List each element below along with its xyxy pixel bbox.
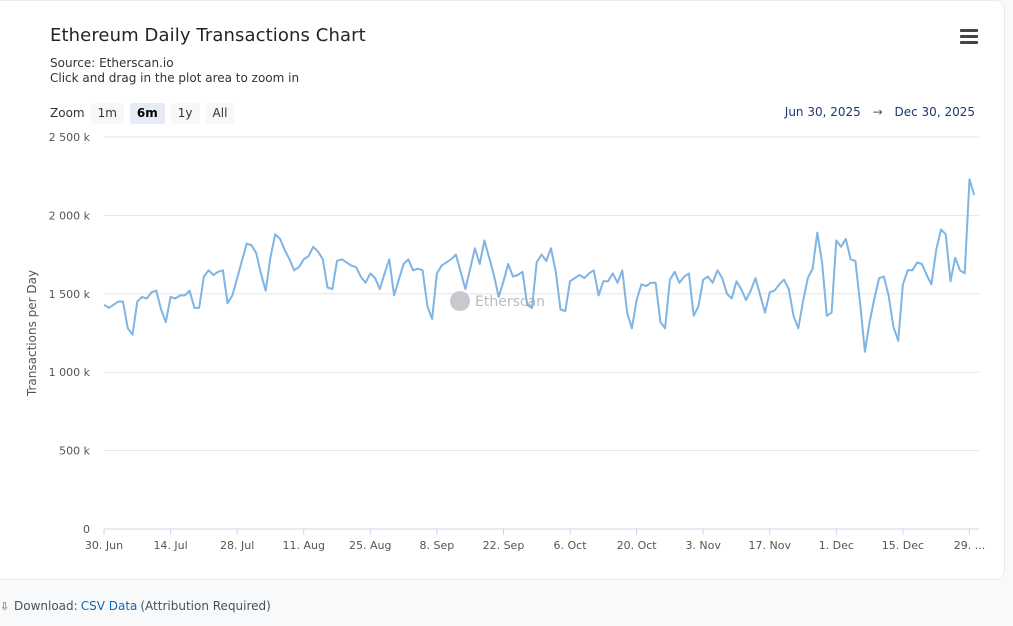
download-prefix: Download: bbox=[14, 599, 78, 613]
x-tick-label: 22. Sep bbox=[483, 539, 525, 552]
x-tick-label: 25. Aug bbox=[349, 539, 391, 552]
x-tick-label: 20. Oct bbox=[617, 539, 658, 552]
y-tick-label: 1 000 k bbox=[49, 366, 91, 379]
x-tick-label: 29. ... bbox=[954, 539, 985, 552]
hamburger-menu-icon[interactable] bbox=[958, 29, 980, 47]
series-line bbox=[103, 178, 976, 353]
x-tick-label: 6. Oct bbox=[554, 539, 588, 552]
transactions-line-chart[interactable]: 0 500 k 1 000 k 1 500 k 2 000 k 2 500 k Transa… bbox=[0, 0, 1013, 580]
x-tick-label: 3. Nov bbox=[685, 539, 721, 552]
y-tick-label: 1 500 k bbox=[49, 288, 91, 301]
y-tick-label: 0 bbox=[83, 523, 90, 536]
x-tick-label: 1. Dec bbox=[819, 539, 854, 552]
y-axis-title: Transactions per Day bbox=[25, 270, 39, 397]
date-range: Jun 30, 2025 → Dec 30, 2025 bbox=[785, 105, 975, 119]
y-tick-label: 500 k bbox=[59, 445, 90, 458]
chart-title: Ethereum Daily Transactions Chart bbox=[50, 25, 366, 46]
x-tick-label: 17. Nov bbox=[749, 539, 792, 552]
chart-card bbox=[0, 0, 1005, 580]
zoom-hint-text: Click and drag in the plot area to zoom … bbox=[50, 71, 300, 85]
x-tick-label: 30. Jun bbox=[85, 539, 123, 552]
zoom-1m-button[interactable]: 1m bbox=[90, 102, 124, 124]
chart-subtitle: Source: Etherscan.io Click and drag in t… bbox=[50, 56, 299, 86]
x-tick-label: 15. Dec bbox=[882, 539, 924, 552]
zoom-controls: Zoom 1m 6m 1y All bbox=[50, 102, 240, 124]
x-tick-label: 14. Jul bbox=[153, 539, 187, 552]
x-tick-label: 8. Sep bbox=[420, 539, 455, 552]
source-text: Source: Etherscan.io bbox=[50, 56, 174, 70]
attribution-text: (Attribution Required) bbox=[140, 599, 271, 613]
zoom-1y-button[interactable]: 1y bbox=[170, 102, 200, 124]
range-arrow: → bbox=[872, 105, 883, 119]
x-tick-label: 28. Jul bbox=[220, 539, 254, 552]
range-from[interactable]: Jun 30, 2025 bbox=[784, 105, 861, 119]
y-tick-label: 2 000 k bbox=[49, 209, 91, 222]
watermark-text: Etherscan bbox=[475, 294, 545, 310]
download-footer: ⇩ Download: CSV Data (Attribution Requir… bbox=[0, 599, 271, 613]
zoom-label: Zoom bbox=[50, 106, 85, 120]
csv-data-link[interactable]: CSV Data bbox=[80, 599, 138, 613]
x-tick-label: 11. Aug bbox=[282, 539, 324, 552]
download-icon: ⇩ bbox=[0, 600, 10, 613]
range-to[interactable]: Dec 30, 2025 bbox=[894, 105, 975, 119]
zoom-all-button[interactable]: All bbox=[205, 102, 235, 124]
watermark-logo-icon bbox=[450, 291, 470, 311]
zoom-6m-button[interactable]: 6m bbox=[129, 102, 165, 124]
y-tick-label: 2 500 k bbox=[49, 131, 91, 144]
